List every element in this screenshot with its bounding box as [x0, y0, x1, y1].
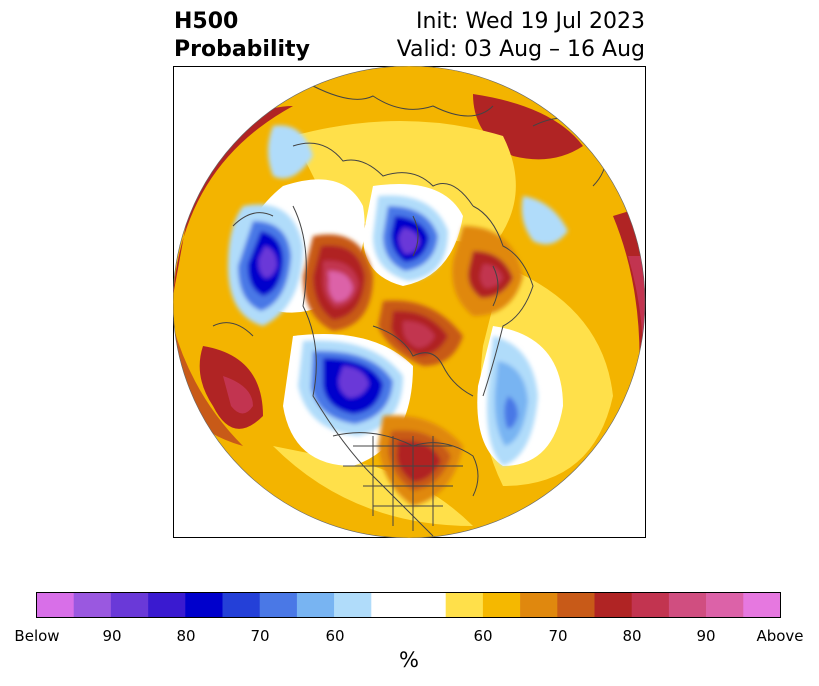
polar-probability-map: [173, 66, 646, 538]
map-title: H500 Probability: [174, 8, 310, 64]
title-line-1: H500: [174, 9, 239, 34]
colorbar-cell: [36, 592, 74, 618]
tick-above: Above: [756, 627, 804, 645]
probability-field: [173, 66, 645, 538]
colorbar-cell: [73, 592, 112, 618]
tick-above-60: 60: [473, 627, 493, 645]
tick-above-70: 70: [548, 627, 568, 645]
title-line-2: Probability: [174, 37, 310, 62]
tick-below-60: 60: [325, 627, 345, 645]
colorbar-cell: [371, 592, 409, 618]
coastlines: [212, 85, 607, 537]
tick-above-80: 80: [622, 627, 642, 645]
colorbar-cell: [520, 592, 558, 618]
colorbar-cell: [445, 592, 484, 618]
valid-range: Valid: 03 Aug – 16 Aug: [396, 37, 645, 62]
colorbar-cell: [482, 592, 521, 618]
colorbar-cell: [557, 592, 595, 618]
colorbar-cell: [743, 592, 781, 618]
colorbar-cell: [148, 592, 186, 618]
colorbar-cell: [631, 592, 670, 618]
map-outline: [173, 66, 646, 538]
tick-above-90: 90: [696, 627, 716, 645]
colorbar-cell: [259, 592, 298, 618]
tick-below-80: 80: [176, 627, 196, 645]
colorbar-cell: [706, 592, 744, 618]
forecast-dates: Init: Wed 19 Jul 2023 Valid: 03 Aug – 16…: [397, 8, 645, 64]
tick-below-90: 90: [102, 627, 122, 645]
colorbar-cell: [408, 592, 446, 618]
colorbar: [36, 592, 781, 618]
tick-below: Below: [14, 627, 60, 645]
colorbar-cell: [594, 592, 632, 618]
colorbar-cell: [110, 592, 149, 618]
colorbar-cell: [668, 592, 707, 618]
colorbar-cell: [334, 592, 372, 618]
colorbar-cell: [185, 592, 223, 618]
tick-below-70: 70: [250, 627, 270, 645]
colorbar-cell: [296, 592, 335, 618]
colorbar-cell: [222, 592, 260, 618]
colorbar-unit: %: [399, 648, 419, 672]
init-date: Init: Wed 19 Jul 2023: [415, 9, 645, 34]
